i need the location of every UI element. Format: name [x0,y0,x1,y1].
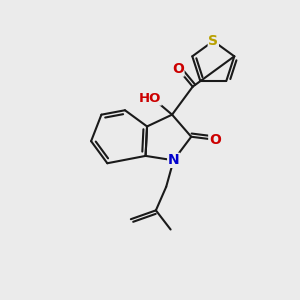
Text: O: O [172,62,184,76]
Text: N: N [168,153,179,167]
Text: O: O [209,133,221,147]
Text: HO: HO [139,92,161,105]
Text: S: S [208,34,218,48]
